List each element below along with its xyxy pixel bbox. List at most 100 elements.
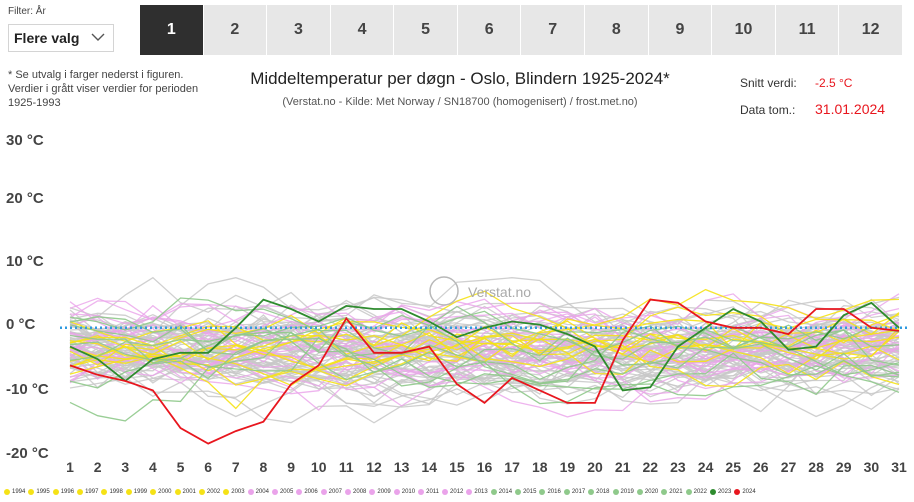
legend-item[interactable]: 2011	[418, 486, 439, 498]
selection-note: * Se utvalg i farger nederst i figuren. …	[8, 69, 199, 109]
tab-month-12[interactable]: 12	[839, 5, 902, 55]
tab-month-10[interactable]: 10	[712, 5, 775, 55]
legend-item[interactable]: 2001	[174, 486, 196, 498]
legend-label: 2011	[426, 489, 440, 495]
legend-item[interactable]: 2012	[442, 486, 463, 498]
legend-dot	[393, 489, 400, 495]
legend-label: 2014	[498, 489, 513, 495]
legend-dot	[101, 489, 108, 495]
y-tick-label: 20 °C	[6, 190, 44, 207]
series-line-2024	[69, 298, 900, 445]
x-tick-label: 17	[504, 459, 520, 475]
x-tick-label: 9	[287, 459, 295, 475]
legend-item[interactable]: 2024	[734, 486, 756, 498]
legend-item[interactable]: 2005	[271, 486, 294, 498]
x-tick-label: 13	[394, 459, 410, 475]
legend-item[interactable]: 1994	[4, 486, 25, 498]
tab-month-9[interactable]: 9	[648, 5, 712, 55]
tab-month-2[interactable]: 2	[203, 5, 267, 55]
tab-month-5[interactable]: 5	[394, 5, 457, 55]
legend-item[interactable]: 2019	[612, 486, 634, 498]
legend-dot	[320, 489, 327, 495]
background-series-line	[69, 297, 900, 381]
legend-dot	[77, 489, 84, 495]
legend-label: 2021	[669, 489, 683, 495]
legend-label: 2010	[401, 489, 416, 495]
legend-item[interactable]: 2002	[198, 486, 221, 498]
legend-dot	[174, 489, 181, 495]
year-filter-dropdown[interactable]: Flere valg	[8, 24, 114, 52]
x-tick-label: 1	[66, 459, 74, 475]
legend-item[interactable]: 1995	[28, 486, 50, 498]
legend-item[interactable]: 2018	[588, 486, 610, 498]
legend-item[interactable]: 2010	[393, 486, 416, 498]
legend-item[interactable]: 2003	[223, 486, 245, 498]
tab-month-4[interactable]: 4	[330, 5, 394, 55]
legend-item[interactable]: 1996	[52, 486, 74, 498]
legend-item[interactable]: 2022	[685, 486, 707, 498]
y-tick-label: 0 °C	[6, 316, 36, 333]
background-series-line	[69, 338, 900, 396]
series-line-2023	[69, 298, 900, 392]
x-tick-label: 31	[891, 459, 907, 475]
legend-label: 1997	[85, 489, 99, 495]
tab-month-1[interactable]: 1	[140, 5, 203, 55]
legend-item[interactable]: 2013	[466, 486, 488, 498]
x-tick-label: 26	[753, 459, 769, 475]
x-axis-ticks: 1 2 3 4 5 6 7 8 9 10 11 12 13 14 15 16 17 18 19 20 21 22 23 24 2…	[66, 459, 907, 475]
legend-label: 2002	[206, 489, 221, 495]
legend-item[interactable]: 2016	[539, 486, 561, 498]
legend-label: 2000	[158, 489, 172, 495]
data-date-label: Data tom.:	[740, 103, 796, 117]
legend-label: 1994	[12, 489, 26, 495]
legend-item[interactable]: 2007	[320, 486, 342, 498]
legend-label: 2024	[742, 489, 756, 495]
legend-item[interactable]: 2015	[515, 486, 536, 498]
legend-dot	[150, 489, 157, 495]
legend-item[interactable]: 2008	[345, 486, 366, 498]
legend-dot	[612, 489, 619, 495]
x-tick-label: 3	[121, 459, 129, 475]
legend-item[interactable]: 1999	[125, 486, 147, 498]
filter-label: Filter: År	[8, 6, 46, 17]
legend-label: 2005	[279, 489, 294, 495]
legend-label: 2008	[353, 489, 367, 495]
legend-item[interactable]: 2000	[150, 486, 172, 498]
legend-dot	[369, 489, 376, 495]
year-legend: 1994 1995 1996 1997 1998 1999 2000 2001 2002 2003…	[4, 486, 910, 498]
tab-month-7[interactable]: 7	[521, 5, 585, 55]
legend-item[interactable]: 2006	[296, 486, 318, 498]
tab-month-8[interactable]: 8	[585, 5, 648, 55]
x-tick-label: 29	[836, 459, 852, 475]
chevron-down-icon	[91, 33, 105, 41]
legend-dot	[734, 489, 741, 495]
background-series-line	[69, 320, 900, 386]
legend-item[interactable]: 2014	[490, 486, 513, 498]
background-series-line	[69, 310, 900, 353]
legend-item[interactable]: 2021	[661, 486, 683, 498]
legend-label: 2023	[717, 489, 732, 495]
legend-item[interactable]: 2004	[247, 486, 269, 498]
legend-label: 2009	[377, 489, 391, 495]
tab-month-11[interactable]: 11	[775, 5, 839, 55]
tab-month-3[interactable]: 3	[267, 5, 330, 55]
legend-dot	[296, 489, 303, 495]
legend-dot	[52, 489, 59, 495]
legend-item[interactable]: 1998	[101, 486, 123, 498]
legend-label: 2015	[523, 489, 537, 495]
legend-item[interactable]: 2023	[709, 486, 732, 498]
x-tick-label: 12	[366, 459, 382, 475]
x-tick-label: 21	[615, 459, 631, 475]
legend-item[interactable]: 2017	[563, 486, 585, 498]
tab-month-6[interactable]: 6	[457, 5, 521, 55]
x-tick-label: 4	[149, 459, 157, 475]
background-series-line	[69, 293, 900, 361]
legend-item[interactable]: 1997	[77, 486, 98, 498]
legend-dot	[247, 489, 254, 495]
chart-subtitle: (Verstat.no - Kilde: Met Norway / SN1870…	[282, 96, 638, 108]
x-tick-label: 20	[587, 459, 603, 475]
legend-label: 2019	[620, 489, 634, 495]
legend-item[interactable]: 2020	[636, 486, 658, 498]
legend-dot	[223, 489, 230, 495]
legend-item[interactable]: 2009	[369, 486, 391, 498]
